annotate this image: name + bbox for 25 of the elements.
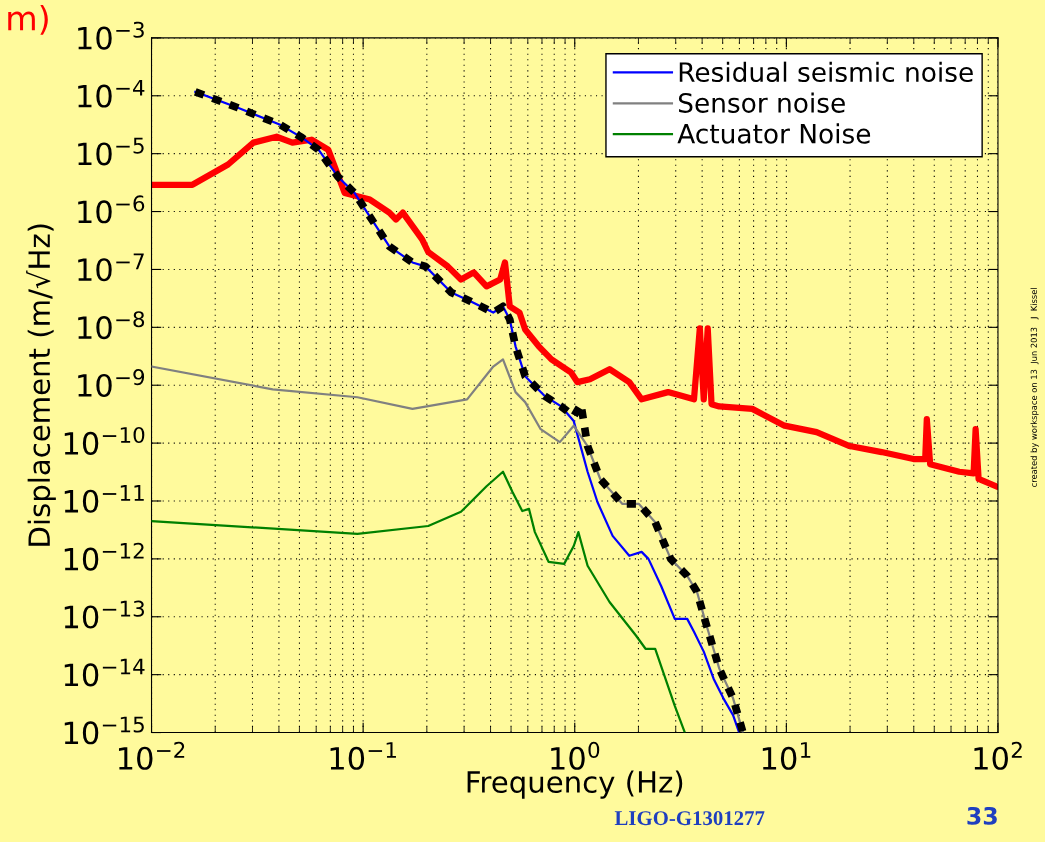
legend-label: Actuator Noise — [677, 123, 871, 144]
y-tick-label: 10$^{−7}$ — [78, 253, 144, 282]
text: 33 — [967, 806, 997, 825]
y-axis-title: Displacement (m/√Hz) — [26, 224, 56, 546]
y-tick-label: 10$^{−11}$ — [64, 485, 144, 513]
text: m) — [8, 4, 48, 35]
x-tick-label: 10$^{−1}$ — [330, 742, 396, 770]
y-tick-label: 10$^{−13}$ — [64, 600, 145, 629]
y-tick-label: 10$^{−3}$ — [78, 21, 144, 50]
x-tick-label: 10$^{0}$ — [551, 741, 600, 770]
y-tick-label: 10$^{−9}$ — [78, 369, 145, 398]
y-tick-label: 10$^{−10}$ — [64, 426, 145, 455]
y-tick-label: 10$^{−14}$ — [64, 658, 145, 687]
legend-label: Sensor noise — [678, 92, 845, 113]
y-tick-label: 10$^{−5}$ — [78, 137, 144, 166]
text: LIGO-G1301277 — [614, 811, 765, 826]
x-tick-label: 10$^{2}$ — [974, 741, 1022, 770]
y-tick-label: 10$^{−6}$ — [78, 195, 145, 224]
y-tick-label: 10$^{−4}$ — [78, 79, 145, 108]
y-tick-label: 10$^{−8}$ — [78, 311, 145, 340]
y-tick-label: 10$^{−12}$ — [64, 542, 144, 571]
text: created by workspace on 13 Jun 2013 J Kissel — [1030, 288, 1039, 487]
x-tick-label: 10$^{1}$ — [762, 742, 811, 770]
legend-label: Residual seismic noise — [679, 61, 973, 83]
x-axis-title: Frequency (Hz) — [467, 770, 683, 799]
